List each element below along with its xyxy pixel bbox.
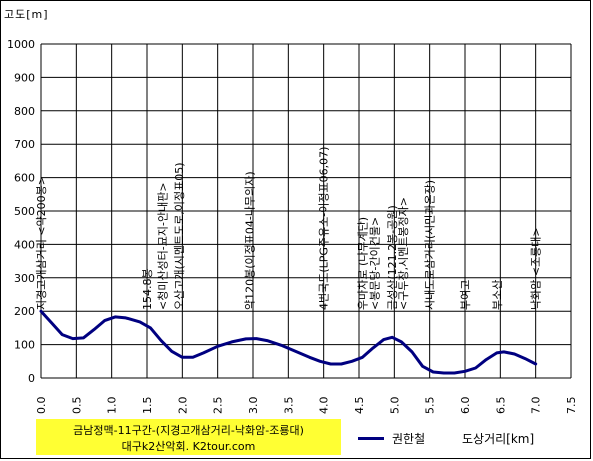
y-tick-label: 500 (14, 205, 35, 218)
waypoint-annotation: 4번국도(LPG주유소-이정표06,07) (318, 147, 331, 310)
x-tick-label: 2.5 (212, 397, 225, 415)
x-tick-label: 6.5 (494, 396, 507, 414)
waypoint-annotation: 우마차로 (나무계단) (357, 217, 370, 310)
x-tick-label: 0.5 (70, 397, 83, 415)
waypoint-annotation: <봉문당-간이건물> (369, 217, 382, 310)
y-tick-label: 600 (14, 172, 35, 185)
waypoint-annotation: 시내도로삼거리(시민과온장) (424, 180, 437, 310)
legend-line-swatch (358, 437, 384, 440)
credits-box: 금남정맥-11구간-(지경고개삼거리-낙화암-조룡대) 대구k2산악회. K2t… (36, 419, 341, 455)
x-tick-label: 5.5 (424, 397, 437, 415)
x-tick-label: 7.0 (530, 397, 543, 415)
y-axis-label: 고도[m] (4, 8, 49, 21)
legend-series-label: 권한철 (392, 432, 426, 446)
x-tick-label: 0.0 (35, 397, 48, 415)
waypoint-annotation: 부소산 (491, 280, 504, 310)
x-tick-label: 2.0 (176, 397, 189, 415)
x-tick-label: 7.5 (565, 397, 578, 415)
x-axis-label: 도상거리[km] (462, 432, 535, 446)
credits-club: 대구k2산악회. K2tour.com (121, 440, 256, 453)
series-line-0 (39, 309, 538, 375)
y-tick-label: 800 (14, 105, 35, 118)
x-tick-label: 4.5 (353, 397, 366, 415)
y-tick-label: 1000 (7, 38, 35, 51)
waypoint-annotation: 154.8봉 (141, 268, 154, 310)
waypoint-annotation: 금성산(121.2봉-공원) (386, 205, 399, 310)
x-tick-label: 6.0 (459, 397, 472, 415)
y-tick-label: 100 (14, 339, 35, 352)
x-tick-label: 1.0 (106, 397, 119, 415)
x-tick-label: 5.0 (388, 397, 401, 415)
y-tick-label: 700 (14, 138, 35, 151)
waypoint-annotation: 부여고 (459, 280, 472, 310)
x-tick-label: 3.0 (247, 397, 260, 415)
y-tick-label: 400 (14, 238, 35, 251)
y-tick-label: 0 (28, 372, 35, 385)
waypoint-annotation: <청미산성터-묘지-안내판> (157, 182, 170, 310)
y-tick-label: 300 (14, 272, 35, 285)
credits-route: 금남정맥-11구간-(지경고개삼거리-낙화암-조룡대) (73, 424, 304, 437)
x-tick-label: 4.0 (318, 397, 331, 415)
waypoint-annotation: 낙화암 <조룡대> (530, 227, 543, 310)
waypoint-annotation: 오산고개(시멘트도로,이정표05) (173, 162, 186, 310)
waypoint-annotation: <구두장,시멘트봉정자> (397, 197, 410, 310)
waypoint-annotation: 지경고개삼거리 <약200봉> (34, 176, 48, 310)
waypoint-annotation: 약120봉(이정표04-나무의자) (242, 171, 256, 310)
y-tick-label: 900 (14, 71, 35, 84)
x-tick-label: 3.5 (282, 397, 295, 415)
y-tick-label: 200 (14, 305, 35, 318)
x-tick-label: 1.5 (141, 397, 154, 415)
